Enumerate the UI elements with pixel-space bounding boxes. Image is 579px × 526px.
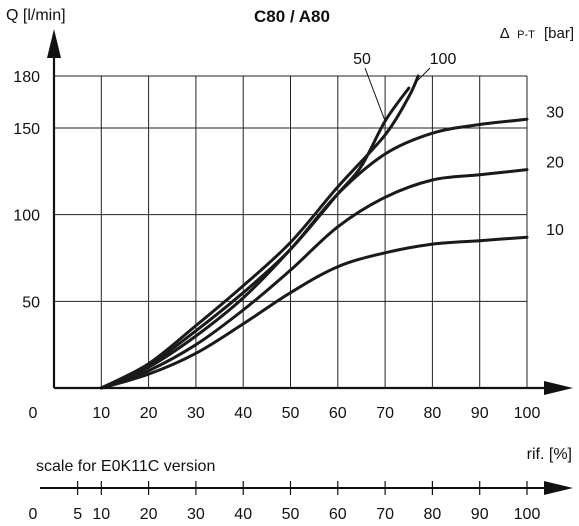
y-tick-label-50: 50 xyxy=(22,294,40,311)
secondary-tick-label-80: 80 xyxy=(424,506,442,523)
secondary-tick-label-90: 90 xyxy=(471,506,489,523)
secondary-tick-label-5: 5 xyxy=(73,506,82,523)
secondary-scale-label: scale for E0K11C version xyxy=(36,458,215,475)
x-tick-label-40: 40 xyxy=(234,405,252,422)
series-leader-100 xyxy=(413,67,431,86)
x-tick-label-20: 20 xyxy=(140,405,158,422)
secondary-tick-label-50: 50 xyxy=(282,506,300,523)
x-tick-label-70: 70 xyxy=(376,405,394,422)
grid-lines xyxy=(54,75,528,388)
legend-title-unit: [bar] xyxy=(544,25,574,42)
series-label-10: 10 xyxy=(546,222,564,239)
x-tick-label-10: 10 xyxy=(92,405,110,422)
x-axis-label: rif. [%] xyxy=(527,446,572,463)
x-tick-label-50: 50 xyxy=(282,405,300,422)
x-tick-label-60: 60 xyxy=(329,405,347,422)
secondary-tick-label-100: 100 xyxy=(514,506,541,523)
secondary-tick-label-30: 30 xyxy=(187,506,205,523)
axis-labels: 10 20 30 40 50 60 70 80 90 1005010015018010203050… xyxy=(13,51,564,523)
series-line-100 xyxy=(99,74,420,390)
secondary-tick-label-10: 10 xyxy=(92,506,110,523)
legend-title: Δ P-T [bar] xyxy=(500,25,574,42)
x-tick-label-90: 90 xyxy=(471,405,489,422)
y-tick-label-100: 100 xyxy=(13,208,40,225)
secondary-tick-label-20: 20 xyxy=(140,506,158,523)
series-label-20: 20 xyxy=(546,155,564,172)
y-axis-label: Q [l/min] xyxy=(6,7,66,24)
y-tick-label-150: 150 xyxy=(13,121,40,138)
secondary-axis-arrow-icon xyxy=(544,481,573,495)
y-tick-label-180: 180 xyxy=(13,69,40,86)
series-label-30: 30 xyxy=(546,104,564,121)
secondary-tick-label-40: 40 xyxy=(234,506,252,523)
series-line-10 xyxy=(99,235,529,390)
series-line-20 xyxy=(99,168,529,390)
series-lines xyxy=(99,74,529,390)
chart-title: C80 / A80 xyxy=(254,7,330,26)
x-tick-label-80: 80 xyxy=(424,405,442,422)
axes xyxy=(40,29,573,495)
y-axis-arrow-icon xyxy=(47,29,61,58)
legend-title-delta: Δ xyxy=(500,25,510,42)
x-tick-label-100: 100 xyxy=(514,405,541,422)
secondary-tick-label-70: 70 xyxy=(376,506,394,523)
series-label-100: 100 xyxy=(430,51,457,68)
secondary-origin-label: 0 xyxy=(29,506,38,523)
series-label-50: 50 xyxy=(353,51,371,68)
x-axis-arrow-icon xyxy=(544,381,573,395)
series-leader-50 xyxy=(364,67,386,122)
x-origin-label: 0 xyxy=(29,405,38,422)
secondary-tick-label-60: 60 xyxy=(329,506,347,523)
x-tick-label-30: 30 xyxy=(187,405,205,422)
series-line-30 xyxy=(99,117,529,390)
series-line-50 xyxy=(99,86,411,390)
legend-title-sub: P-T xyxy=(517,29,535,41)
